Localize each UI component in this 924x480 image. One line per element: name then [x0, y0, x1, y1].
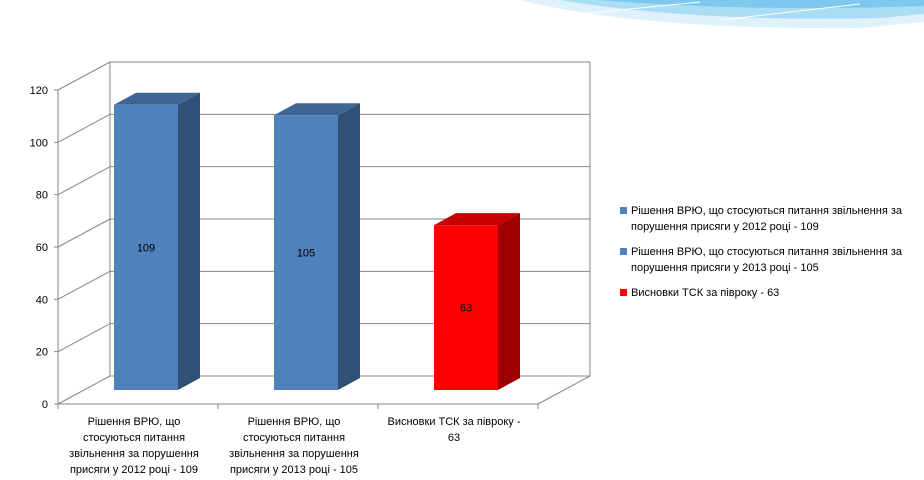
- data-label-0: 109: [137, 242, 155, 254]
- bar-top-2: [434, 213, 520, 226]
- bar-side-0: [178, 92, 200, 391]
- grid-diagonal: [57, 61, 111, 91]
- legend-item-2012: Рішення ВРЮ, що стосуються питання звіль…: [620, 203, 920, 235]
- x-category-label-line: присяги у 2013 році - 105: [229, 464, 359, 476]
- grid-diagonal: [57, 270, 111, 300]
- bar-front-2: [434, 225, 498, 390]
- grid-diagonal: [57, 166, 111, 196]
- y-tick-label: 0: [42, 399, 48, 411]
- y-tick-label: 120: [30, 85, 48, 97]
- grid-diagonal: [57, 375, 111, 405]
- bar-top-1: [274, 103, 360, 116]
- y-tick-label: 40: [36, 294, 48, 306]
- x-category-label-0: Рішення ВРЮ, що стосуються питання звільне…: [58, 414, 210, 478]
- chart-bars: 109 105 63: [114, 92, 520, 391]
- x-category-label-line: 63: [447, 432, 461, 444]
- bar-front-0: [114, 104, 178, 391]
- y-tick-label: 100: [30, 137, 48, 149]
- data-label-2: 63: [460, 303, 472, 315]
- x-category-label-2: Висновки ТСК за півроку - 63: [378, 414, 530, 446]
- x-category-label-line: звільнення за порушення: [229, 448, 359, 460]
- x-category-label-line: стосуються питання: [242, 432, 346, 444]
- chart-legend: Рішення ВРЮ, що стосуються питання звіль…: [620, 203, 920, 310]
- legend-label-2013: Рішення ВРЮ, що стосуються питання звіль…: [631, 246, 902, 274]
- x-category-label-line: Висновки ТСК за півроку -: [387, 416, 521, 428]
- floor-right-edge: [537, 375, 591, 405]
- chart-axes: 0 20 40 60 80 100 120: [30, 85, 539, 411]
- x-category-label-1: Рішення ВРЮ, що стосуються питання звільне…: [218, 414, 370, 478]
- legend-item-2013: Рішення ВРЮ, що стосуються питання звіль…: [620, 244, 920, 276]
- bar-side-2: [498, 213, 520, 390]
- bar-top-0: [114, 92, 200, 105]
- grid-diagonal: [57, 113, 111, 143]
- y-tick-label: 80: [36, 190, 48, 202]
- legend-label-tsk: Висновки ТСК за півроку - 63: [631, 287, 780, 299]
- legend-label-2012: Рішення ВРЮ, що стосуються питання звіль…: [631, 205, 902, 233]
- x-category-label-line: Рішення ВРЮ, що: [87, 416, 181, 428]
- y-tick-label: 60: [36, 242, 48, 254]
- legend-item-tsk: Висновки ТСК за півроку - 63: [620, 285, 920, 301]
- legend-swatch-tsk: [620, 289, 627, 296]
- header-decoration: [520, 0, 924, 29]
- y-tick-label: 20: [36, 347, 48, 359]
- x-category-label-line: стосуються питання: [82, 432, 186, 444]
- grid-diagonal: [57, 323, 111, 353]
- data-label-1: 105: [297, 248, 315, 260]
- x-category-label-line: звільнення за порушення: [69, 448, 199, 460]
- legend-swatch-2013: [620, 248, 627, 255]
- legend-swatch-2012: [620, 207, 627, 214]
- bar-front-1: [274, 115, 338, 390]
- x-category-label-line: присяги у 2012 році - 109: [69, 464, 199, 476]
- bar-side-1: [338, 103, 360, 390]
- grid-diagonal: [57, 218, 111, 248]
- x-category-label-line: Рішення ВРЮ, що: [247, 416, 341, 428]
